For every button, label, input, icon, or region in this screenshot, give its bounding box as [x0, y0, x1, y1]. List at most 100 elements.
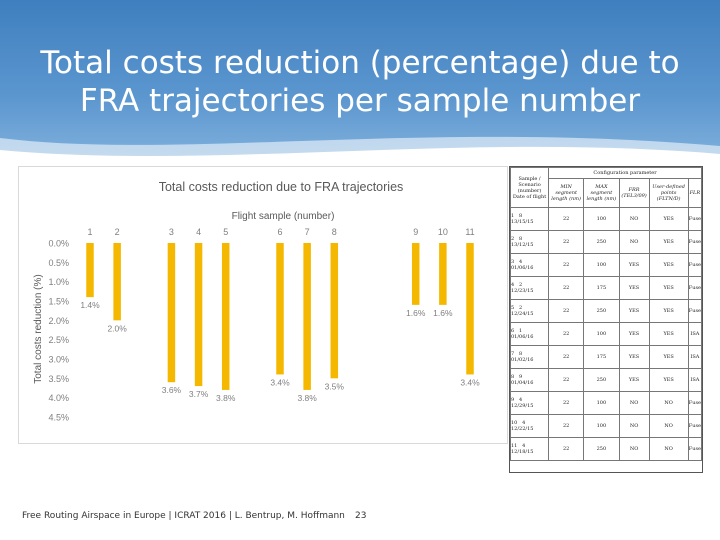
table-row: 11 4 12/18/15 22 250 NO NO Fuse	[509, 437, 703, 461]
frr-cell: NO	[618, 437, 650, 461]
bar	[439, 243, 447, 305]
bar	[330, 243, 339, 379]
table-row: 9 4 12/29/15 22 100 NO NO Fuse	[509, 391, 703, 415]
y-tick-label: 0.5%	[48, 258, 69, 268]
table-row: 2 8 13/12/15 22 250 NO YES Fuse	[509, 230, 703, 254]
y-tick-label: 4.0%	[48, 393, 69, 403]
configuration-table: Sample / Scenario (number) Date of fligh…	[509, 167, 703, 461]
min-cell: 22	[548, 345, 585, 369]
udp-cell: NO	[648, 414, 689, 438]
sample-cell: 11 4 12/18/15	[509, 437, 550, 461]
table-column-header: MIN segment length (nm)	[548, 178, 585, 208]
y-tick-label: 1.5%	[48, 297, 69, 307]
y-tick-label: 0.0%	[48, 239, 69, 249]
udp-cell: NO	[648, 391, 689, 415]
x-tick-label: 7	[305, 227, 310, 237]
max-cell: 100	[583, 207, 620, 231]
flr-cell: Fuse	[687, 437, 703, 461]
x-tick-label: 10	[438, 227, 448, 237]
table-column-header: FLR	[687, 178, 703, 208]
sample-cell: 1 8 13/15/15	[509, 207, 550, 231]
x-tick-label: 11	[465, 227, 474, 237]
sample-cell: 3 4 01/06/16	[509, 253, 550, 277]
table-header-sample: Sample / Scenario (number) Date of fligh…	[509, 167, 550, 208]
sample-cell: 6 1 01/06/16	[509, 322, 550, 346]
frr-cell: YES	[618, 368, 650, 392]
max-cell: 175	[583, 276, 620, 300]
min-cell: 22	[548, 253, 585, 277]
bar	[167, 243, 176, 383]
bar	[276, 243, 284, 375]
sample-cell: 10 4 12/22/15	[509, 414, 550, 438]
table-row: 6 1 01/06/16 22 100 YES YES ISA	[509, 322, 703, 346]
x-tick-label: 6	[277, 227, 282, 237]
sample-cell: 9 4 12/29/15	[509, 391, 550, 415]
bar	[194, 243, 203, 387]
flr-cell: ISA	[687, 368, 703, 392]
min-cell: 22	[548, 437, 585, 461]
bar-data-label: 1.6%	[406, 308, 426, 318]
flr-cell: Fuse	[687, 391, 703, 415]
min-cell: 22	[548, 414, 585, 438]
footer-text: Free Routing Airspace in Europe | ICRAT …	[22, 511, 345, 521]
flr-cell: Fuse	[687, 207, 703, 231]
min-cell: 22	[548, 322, 585, 346]
chart-title: Total costs reduction due to FRA traject…	[159, 180, 404, 194]
frr-cell: YES	[618, 253, 650, 277]
flr-cell: Fuse	[687, 253, 703, 277]
table-row: 5 2 12/24/15 22 250 YES YES Fuse	[509, 299, 703, 323]
table-row: 10 4 12/22/15 22 100 NO NO Fuse	[509, 414, 703, 438]
table-column-header: MAX segment length (nm)	[583, 178, 620, 208]
bar-data-label: 1.4%	[80, 300, 100, 310]
slide-title-line1: Total costs reduction (percentage) due t…	[40, 45, 680, 81]
udp-cell: YES	[648, 276, 689, 300]
chart-container: Total costs reduction due to FRA traject…	[18, 166, 508, 444]
bar-data-label: 3.5%	[325, 381, 345, 391]
header-group: Configuration parameter	[548, 167, 702, 179]
bar-data-label: 3.8%	[216, 393, 236, 403]
flr-cell: Fuse	[687, 230, 703, 254]
max-cell: 100	[583, 322, 620, 346]
y-tick-label: 3.0%	[48, 355, 69, 365]
sample-cell: 4 2 12/23/15	[509, 276, 550, 300]
table-row: 1 8 13/15/15 22 100 NO YES Fuse	[509, 207, 703, 231]
bar	[86, 243, 94, 298]
max-cell: 250	[583, 299, 620, 323]
bar	[221, 243, 230, 390]
header-left: Sample / Scenario (number)	[517, 175, 542, 194]
x-tick-label: 3	[169, 227, 174, 237]
sample-cell: 5 2 12/24/15	[509, 299, 550, 323]
table-row: 8 9 01/04/16 22 250 YES YES ISA	[509, 368, 703, 392]
min-cell: 22	[548, 391, 585, 415]
sample-cell: 7 8 01/02/16	[509, 345, 550, 369]
flr-cell: Fuse	[687, 276, 703, 300]
slide-title-line2: FRA trajectories per sample number	[79, 83, 641, 119]
udp-cell: YES	[648, 253, 689, 277]
udp-cell: YES	[648, 230, 689, 254]
flr-cell: Fuse	[687, 414, 703, 438]
x-tick-label: 2	[115, 227, 120, 237]
max-cell: 250	[583, 368, 620, 392]
udp-cell: NO	[648, 437, 689, 461]
min-cell: 22	[548, 207, 585, 231]
bar-data-label: 2.0%	[107, 323, 127, 333]
max-cell: 100	[583, 414, 620, 438]
frr-cell: YES	[618, 276, 650, 300]
flr-cell: ISA	[687, 345, 703, 369]
max-cell: 100	[583, 253, 620, 277]
frr-cell: NO	[618, 414, 650, 438]
udp-cell: YES	[648, 207, 689, 231]
bar-chart: Total costs reduction due to FRA traject…	[33, 180, 480, 423]
frr-cell: YES	[618, 322, 650, 346]
bar	[466, 243, 474, 375]
frr-cell: NO	[618, 230, 650, 254]
bar-data-label: 1.6%	[433, 308, 453, 318]
table-row: 7 8 01/02/16 22 175 YES YES ISA	[509, 345, 703, 369]
max-cell: 250	[583, 437, 620, 461]
slide-title: Total costs reduction (percentage) due t…	[30, 44, 690, 120]
max-cell: 250	[583, 230, 620, 254]
min-cell: 22	[548, 276, 585, 300]
frr-cell: NO	[618, 207, 650, 231]
bar-data-label: 3.4%	[460, 377, 480, 387]
y-tick-label: 3.5%	[48, 374, 69, 384]
